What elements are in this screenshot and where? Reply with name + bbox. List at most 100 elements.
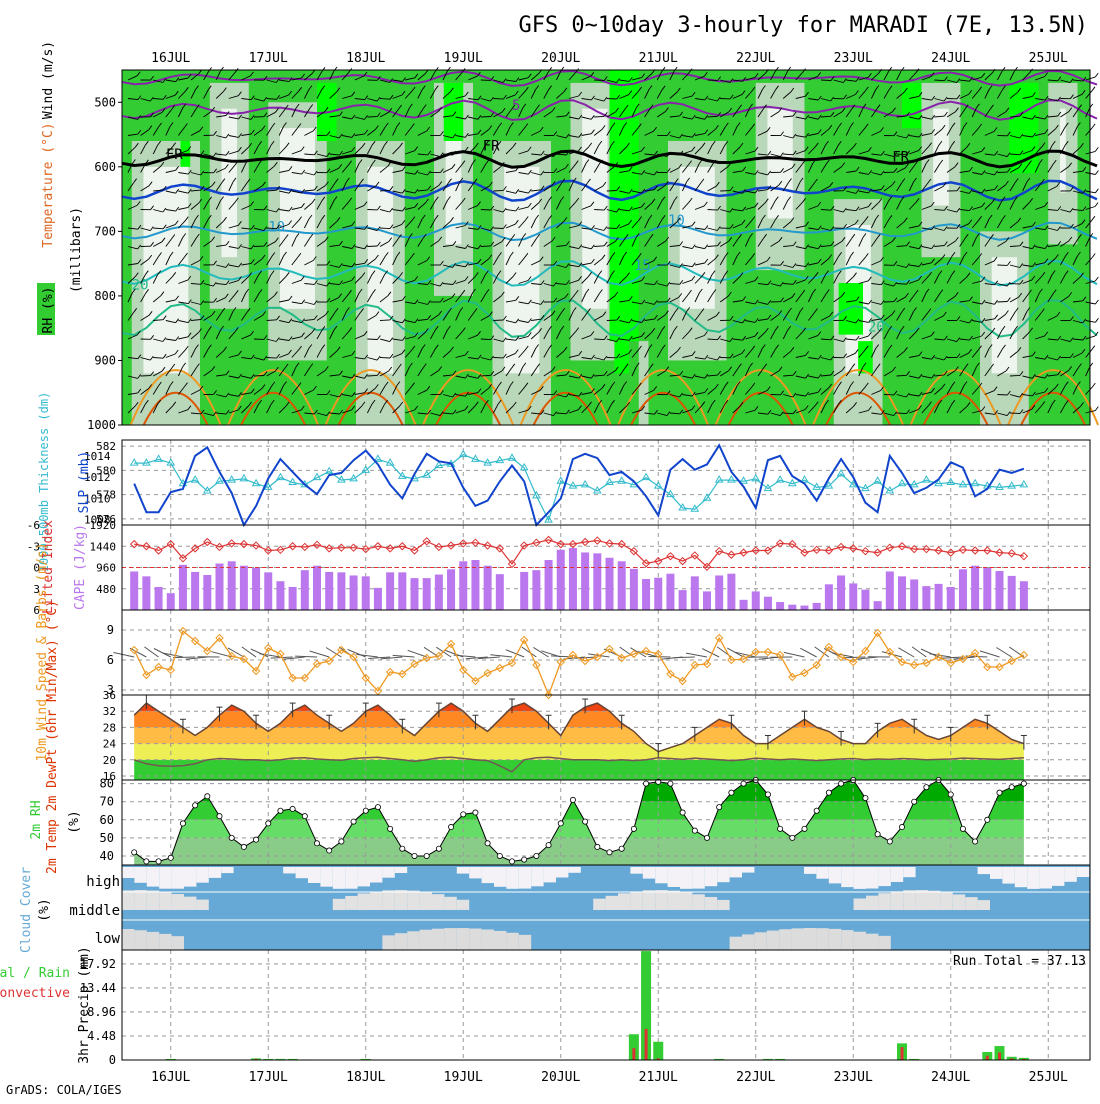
cloud-middle-gap [395,890,407,910]
cape-bar [557,550,565,610]
temp-axis-label-group: 2m Temp 2m DewPt (6hr Min/Max) (°C) [45,600,60,874]
cloud-middle-gap [134,890,146,910]
rh-tick-label: 70 [100,795,114,809]
cloud-low-gap [506,933,518,950]
legend-convective: Convective [0,986,70,1001]
rh-point [168,855,173,860]
rh-point [997,790,1002,795]
cloud-low-gap [382,935,394,950]
upper-wind-barb [997,302,1007,303]
cape-bar [411,578,419,610]
upper-wind-barb [481,246,491,247]
cloud-high-gap [519,867,531,889]
precip-convective-bar [998,1052,1001,1060]
rh-point [461,812,466,817]
upper-legend-labels: RH (%)Temperature (°C)Wind (m/s) [41,41,56,334]
date-label-bottom: 22JUL [736,1070,775,1085]
cloud-low-gap [854,932,866,950]
cloud-high-gap [717,867,729,882]
upper-wind-barb [267,358,277,359]
cape-bar [618,561,626,610]
cloud-low-gap [804,928,816,950]
cloud-middle-gap [432,894,444,910]
cape-bar [289,587,297,610]
precip-convective-bar [901,1047,904,1060]
cape-bar [606,558,614,610]
date-label-top: 17JUL [249,51,288,66]
rh-point [375,805,380,810]
pressure-tick-label: 1000 [87,418,116,432]
cloud-high-gap [829,867,841,883]
rh-point [485,841,490,846]
rh-point [327,848,332,853]
cloud-low-gap [841,930,853,950]
cape-bar [447,569,455,610]
rh-point [838,781,843,786]
cape-bar [1020,581,1028,610]
pressure-tick-label: 600 [94,160,116,174]
pressure-tick-label: 700 [94,224,116,238]
cape-bar [459,561,467,610]
cloud-high-gap [184,867,196,887]
cloud-axis-unit: (%) [37,898,52,921]
cloud-high-gap [395,867,407,873]
cape-bar [837,575,845,610]
pressure-tick-label: 800 [94,289,116,303]
rh-point [278,808,283,813]
cloud-high-gap [1027,867,1039,889]
rh-point [412,853,417,858]
rh-point [778,826,783,831]
cloud-axis-unit-group: (%) [37,898,52,921]
cape-axis-label: CAPE (J/kg) [73,524,88,610]
rh-point [899,824,904,829]
upper-ylabel-text: (millibars) [69,207,84,293]
cape-bar [630,569,638,610]
cloud-low-gap [742,934,754,950]
cloud-layer-label: high [86,874,120,890]
date-label-top: 18JUL [346,51,385,66]
cape-bar [496,574,504,610]
slp-axis-label-group: SLP (mb) [77,451,92,514]
upper-wind-barb [367,375,377,376]
cloud-middle-gap [903,890,915,910]
cloud-low-gap [420,930,432,950]
date-label-bottom: 25JUL [1029,1070,1068,1085]
cape-bar [825,584,833,610]
cape-bar [666,574,674,610]
rh-point [497,853,502,858]
cape-bar [947,587,955,610]
rh-point [668,781,673,786]
cape-bar [240,566,248,610]
cloud-middle-gap [705,897,717,910]
upper-wind-barb [380,320,390,321]
cloud-high-gap [345,867,357,889]
rh-point [436,846,441,851]
isotherm-label: FR [166,147,183,163]
cloud-middle-gap [333,899,345,910]
rh-point [217,814,222,819]
cloud-middle-gap [978,900,990,910]
rh-point [790,835,795,840]
upper-wind-barb [897,413,907,414]
cape-bar [849,583,857,610]
rh-point [643,781,648,786]
upper-wind-barb [254,376,264,377]
rh-point [1009,785,1014,790]
cloud-middle-gap [630,891,642,910]
cloud-middle-gap [172,894,184,910]
cloud-high-gap [283,867,295,873]
cloud-middle-gap [878,893,890,910]
cloud-high-gap [221,867,233,873]
cape-bar [691,576,699,610]
temp-band [122,744,1090,760]
legend-total-rain: Total / Rain [0,966,70,981]
temp-band [122,760,1090,780]
cloud-high-gap [506,867,518,889]
cloud-high-gap [159,867,171,889]
wind-tick-label: 6 [107,653,114,667]
rh-point [193,803,198,808]
slp-axis-label: SLP (mb) [77,451,92,514]
cloud-middle-gap [382,890,394,910]
